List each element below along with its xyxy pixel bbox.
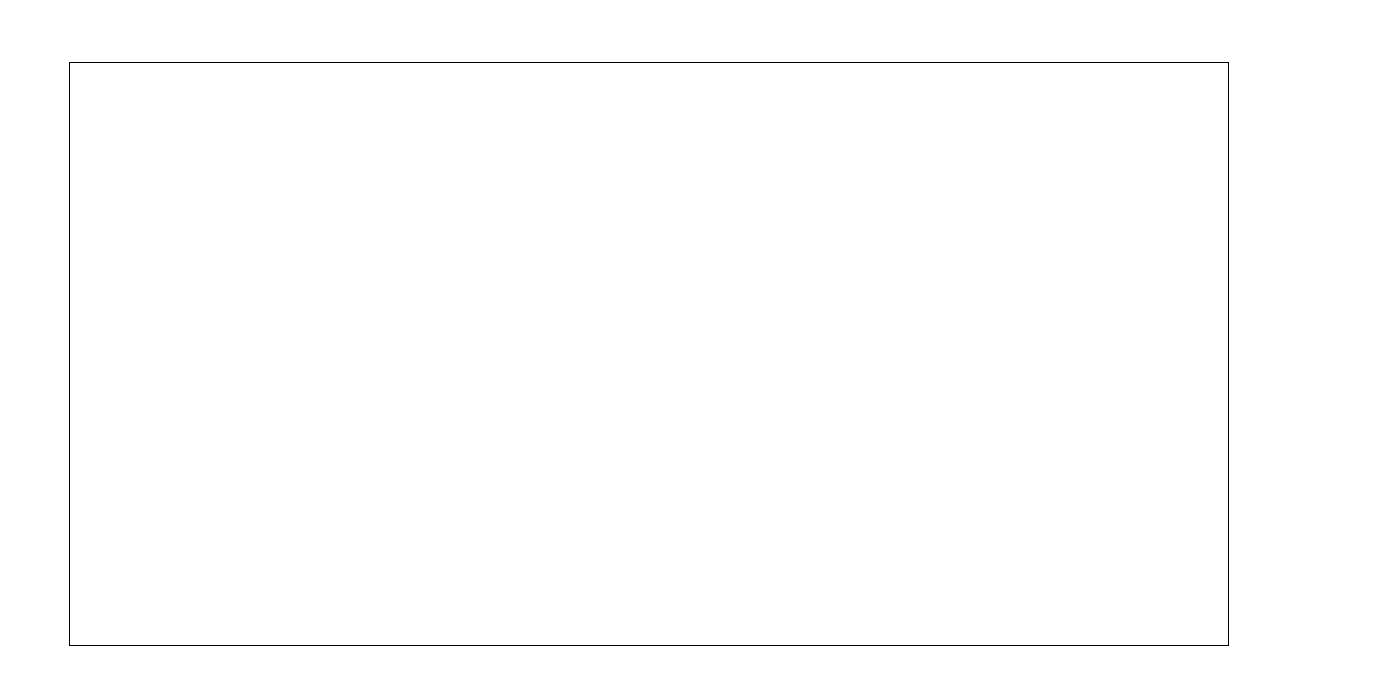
precipitation-map-canvas	[70, 63, 1228, 645]
colorbar-scale	[1253, 118, 1373, 598]
colorbar	[1253, 118, 1373, 602]
map-plot-area	[69, 62, 1229, 646]
